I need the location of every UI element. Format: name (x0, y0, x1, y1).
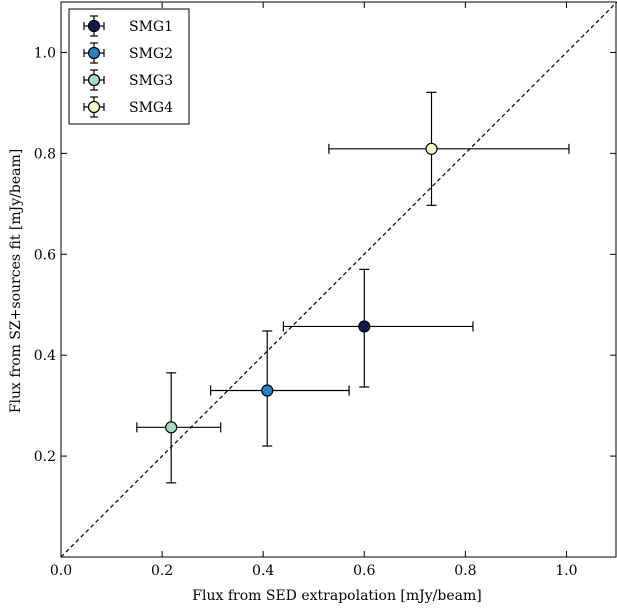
x-tick-label: 0.4 (252, 563, 274, 579)
y-tick-label: 0.2 (34, 449, 56, 465)
x-tick-label: 0.6 (353, 563, 375, 579)
x-axis-label: Flux from SED extrapolation [mJy/beam] (192, 588, 481, 604)
legend-marker-smg2 (87, 46, 101, 60)
legend-marker-smg3 (87, 73, 101, 87)
data-point-smg2 (261, 384, 274, 397)
y-tick-label: 1.0 (34, 45, 56, 61)
y-tick-label: 0.4 (34, 348, 56, 364)
legend-label: SMG2 (129, 46, 173, 62)
data-point-smg1 (358, 320, 371, 333)
x-tick-label: 0.0 (50, 563, 72, 579)
y-tick-label: 0.6 (34, 247, 56, 263)
plot-area: 0.0 0.2 0.4 0.6 0.8 1.0 0.2 0.4 0.6 0.8 1.0 SMG1 SMG… (34, 1, 617, 579)
legend-label: SMG3 (129, 73, 173, 89)
legend-marker-smg1 (87, 19, 101, 33)
y-axis-label: Flux from SZ+sources fit [mJy/beam] (8, 149, 24, 413)
data-point-smg3 (165, 421, 178, 434)
x-tick-label: 0.2 (151, 563, 173, 579)
legend-label: SMG4 (129, 100, 173, 116)
y-tick-label: 0.8 (34, 146, 56, 162)
x-tick-label: 0.8 (454, 563, 476, 579)
legend-marker-smg4 (87, 100, 101, 114)
legend-label: SMG1 (129, 19, 173, 35)
plot-frame (60, 1, 617, 558)
identity-reference-line (60, 1, 617, 558)
x-tick-label: 1.0 (555, 563, 577, 579)
data-point-smg4 (425, 142, 438, 155)
